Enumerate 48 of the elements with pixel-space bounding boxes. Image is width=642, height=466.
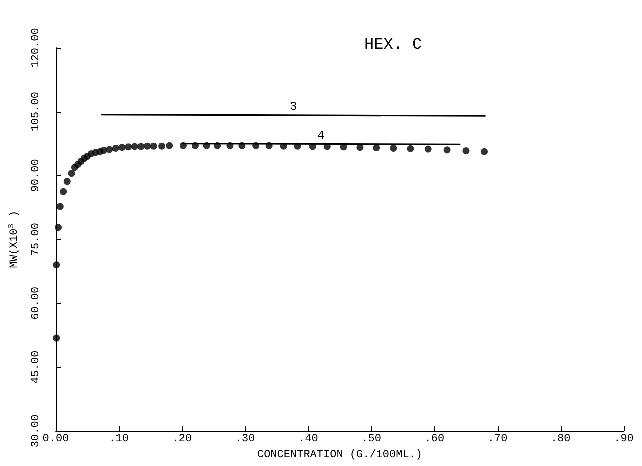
point: [131, 143, 138, 150]
y-tick-label: 90.00: [30, 159, 42, 192]
x-tick-label: .10: [109, 434, 130, 446]
x-tick-label: .70: [488, 434, 508, 446]
y-axis-title: MW(X103 ): [8, 210, 21, 268]
point: [68, 170, 76, 178]
point: [60, 188, 68, 196]
x-tick-label: .60: [424, 434, 445, 446]
point: [481, 148, 488, 156]
point: [444, 146, 451, 154]
x-tick-label: .30: [235, 434, 256, 446]
x-tick-label: .80: [550, 434, 571, 446]
series-label: 4: [317, 128, 325, 143]
point: [64, 178, 71, 186]
point: [125, 144, 132, 151]
series-label: 3: [290, 100, 298, 114]
point: [356, 144, 364, 152]
point: [150, 142, 158, 150]
point: [53, 262, 60, 269]
point: [112, 144, 120, 152]
point: [55, 224, 62, 232]
x-tick-label: .50: [362, 434, 382, 446]
point: [100, 147, 108, 154]
y-tick-label: 75.00: [30, 223, 42, 256]
x-tick-label: .40: [298, 434, 318, 446]
y-tick-label: 105.00: [30, 92, 42, 132]
y-tick-label: 30.00: [30, 414, 42, 448]
x-axis-title: CONCENTRATION (G./100ML.): [257, 450, 423, 462]
point: [118, 144, 126, 152]
point: [407, 145, 414, 152]
point: [390, 144, 398, 152]
x-tick-label: 0.00: [42, 434, 70, 446]
y-tick-label: 60.00: [30, 286, 42, 320]
y-tick-label: 120.00: [30, 28, 42, 68]
point: [138, 143, 145, 150]
chart-title: HEX. C: [364, 36, 422, 54]
point: [56, 203, 64, 210]
x-tick-label: .90: [614, 434, 634, 446]
point: [106, 146, 114, 154]
point: [424, 146, 432, 153]
point: [144, 142, 152, 150]
point: [166, 142, 174, 150]
point: [462, 148, 470, 155]
point: [53, 334, 60, 342]
y-tick-label: 45.00: [30, 350, 42, 384]
point: [158, 142, 166, 150]
x-tick-label: .20: [172, 434, 192, 446]
point: [373, 144, 380, 152]
